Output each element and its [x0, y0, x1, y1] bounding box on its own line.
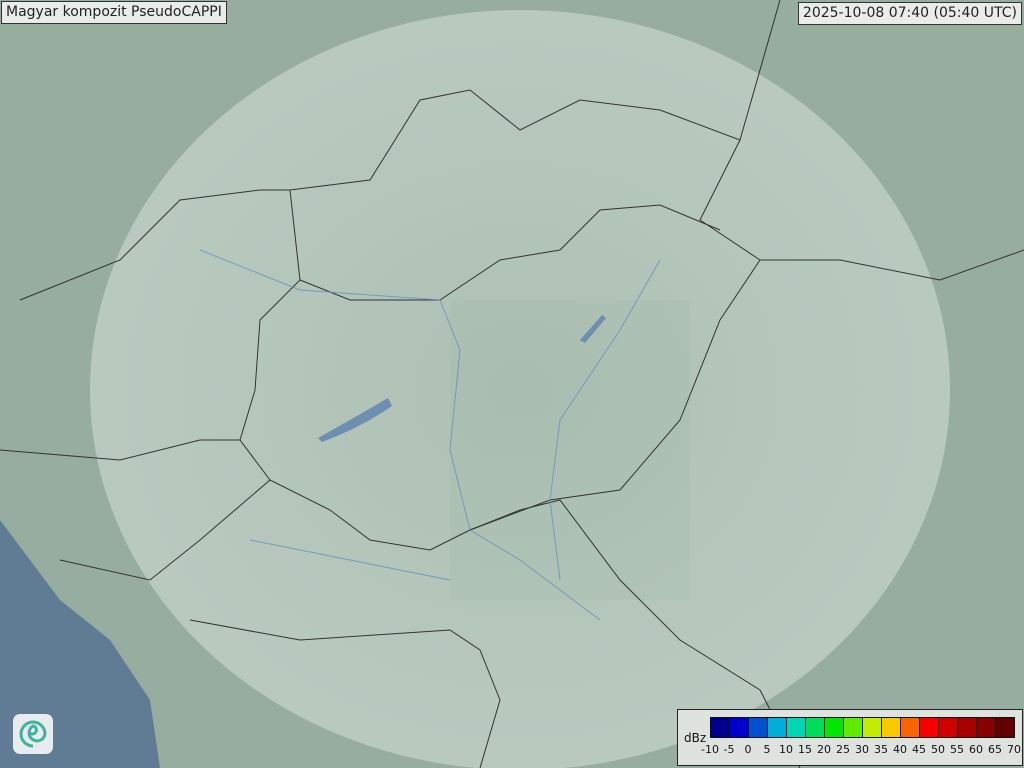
legend-tick-label: 15 — [798, 743, 812, 756]
rivers — [199, 249, 661, 621]
legend-tick-label: -10 — [701, 743, 719, 756]
map-title: Magyar kompozit PseudoCAPPI — [1, 1, 227, 24]
legend-tick-label: 30 — [855, 743, 869, 756]
legend-tick-label: 60 — [969, 743, 983, 756]
legend-unit: dBz — [684, 731, 707, 745]
legend-color-bar — [710, 717, 1015, 738]
legend-swatch — [825, 718, 844, 737]
legend-swatch — [844, 718, 863, 737]
legend-swatch — [711, 718, 730, 737]
legend-swatch — [806, 718, 825, 737]
legend-tick-label: 50 — [931, 743, 945, 756]
color-legend: dBz -10 -5 0 5 10 15 20 25 30 35 40 45 50 55 60 65 70 — [677, 709, 1023, 766]
sea-area — [0, 520, 160, 768]
legend-tick-label: 45 — [912, 743, 926, 756]
lake-balaton — [318, 398, 392, 442]
legend-swatch — [863, 718, 882, 737]
legend-tick-label: 5 — [763, 743, 771, 756]
legend-swatch — [996, 718, 1014, 737]
legend-tick-label: 0 — [744, 743, 752, 756]
legend-swatch — [977, 718, 996, 737]
legend-tick-label: 10 — [779, 743, 793, 756]
legend-swatch — [882, 718, 901, 737]
legend-swatch — [901, 718, 920, 737]
swirl-logo-icon — [13, 714, 53, 754]
legend-swatch — [730, 718, 749, 737]
legend-tick-label: 40 — [893, 743, 907, 756]
legend-tick-label: 25 — [836, 743, 850, 756]
lake-tisza — [580, 315, 606, 343]
legend-swatch — [787, 718, 806, 737]
radar-coverage-area — [90, 10, 950, 768]
legend-tick-label: 65 — [988, 743, 1002, 756]
legend-tick-label: 35 — [874, 743, 888, 756]
legend-swatch — [939, 718, 958, 737]
legend-tick-label: 20 — [817, 743, 831, 756]
legend-swatch — [920, 718, 939, 737]
legend-swatch — [958, 718, 977, 737]
legend-tick-label: 70 — [1007, 743, 1021, 756]
legend-swatch — [768, 718, 787, 737]
timestamp: 2025-10-08 07:40 (05:40 UTC) — [797, 2, 1022, 25]
legend-tick-label: 55 — [950, 743, 964, 756]
legend-tick-label: -5 — [723, 743, 735, 756]
legend-swatch — [749, 718, 768, 737]
